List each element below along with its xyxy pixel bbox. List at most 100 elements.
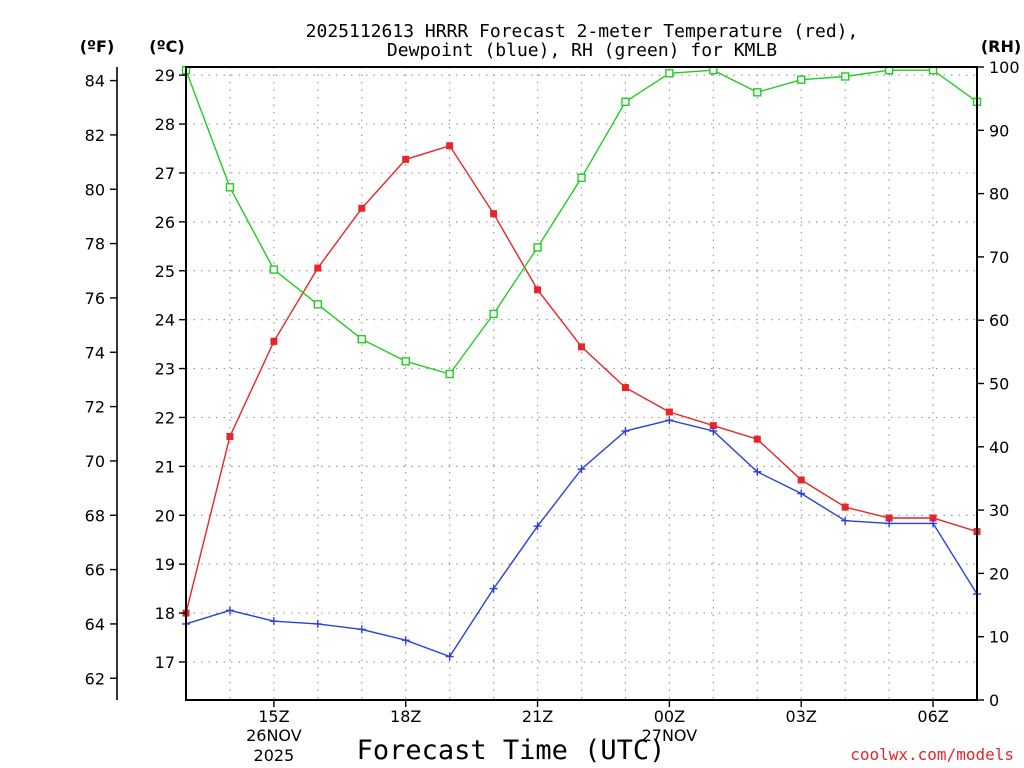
- celsius-tick-label: 20: [155, 506, 175, 525]
- fahrenheit-tick-label: 72: [85, 398, 105, 417]
- rh-axis-unit: (RH): [981, 37, 1021, 56]
- rh-point: [533, 243, 542, 252]
- dewpoint-line: [185, 419, 978, 658]
- celsius-tick-label: 24: [155, 311, 175, 330]
- rh-point: [577, 173, 586, 182]
- rh-point: [489, 309, 498, 319]
- fahrenheit-tick-label: 78: [85, 235, 105, 254]
- axes-layer: 62 64 66 68 70 72 74 76 78 80 82 84 17 18 19 20 21 22 23 24…: [85, 58, 1020, 765]
- x-tick-label: 03Z: [786, 707, 817, 726]
- rh-tick-label: 10: [989, 628, 1009, 647]
- dewpoint-point: [753, 467, 762, 476]
- fahrenheit-tick-label: 76: [85, 289, 105, 308]
- rh-point: [269, 265, 279, 274]
- rh-tick-label: 30: [989, 501, 1009, 520]
- temperature-point: [797, 476, 805, 484]
- rh-point: [753, 88, 762, 97]
- dewpoint-point: [885, 519, 894, 528]
- x-tick-label: 00Z: [654, 707, 685, 726]
- x-tick-label: 21Z: [522, 707, 553, 726]
- dewpoint-point: [445, 652, 454, 661]
- celsius-tick-label: 18: [155, 604, 175, 623]
- temperature-point: [270, 337, 278, 345]
- fahrenheit-tick-label: 80: [85, 180, 105, 199]
- temperature-point: [665, 408, 673, 416]
- rh-point: [225, 183, 235, 192]
- rh-tick-label: 80: [989, 185, 1009, 204]
- temperature-point: [929, 514, 937, 522]
- temperature-point: [841, 503, 849, 511]
- rh-point: [313, 300, 323, 309]
- dewpoint-point: [401, 636, 410, 645]
- rh-tick-label: 50: [989, 375, 1009, 394]
- rh-point: [445, 369, 454, 379]
- dewpoint-point: [621, 427, 630, 436]
- credit-link[interactable]: coolwx.com/models: [850, 745, 1014, 764]
- celsius-axis-unit: (ºC): [149, 37, 184, 56]
- dewpoint-point: [577, 465, 586, 474]
- rh-point: [797, 75, 806, 84]
- dewpoint-point: [357, 625, 366, 634]
- dewpoint-point: [225, 606, 234, 615]
- celsius-tick-label: 27: [155, 164, 175, 183]
- rh-point: [665, 69, 674, 78]
- celsius-tick-label: 25: [155, 262, 175, 281]
- x-tick-year: 2025: [254, 746, 295, 765]
- celsius-tick-label: 19: [155, 555, 175, 574]
- fahrenheit-axis-unit: (ºF): [80, 37, 115, 56]
- rh-point: [840, 72, 850, 81]
- dewpoint-point: [797, 489, 806, 498]
- temperature-point: [885, 514, 893, 522]
- rh-tick-label: 70: [989, 248, 1009, 267]
- temperature-point: [621, 384, 629, 392]
- celsius-tick-label: 23: [155, 360, 175, 379]
- x-axis-title: Forecast Time (UTC): [357, 735, 666, 766]
- dewpoint-point: [313, 619, 322, 628]
- temperature-point: [446, 142, 454, 150]
- rh-tick-label: 60: [989, 311, 1009, 330]
- dewpoint-point: [841, 516, 850, 525]
- temperature-point: [753, 435, 761, 443]
- temperature-line: [185, 144, 978, 614]
- celsius-tick-label: 22: [155, 408, 175, 427]
- dewpoint-point: [489, 584, 498, 593]
- rh-tick-label: 100: [989, 58, 1020, 77]
- temperature-point: [490, 210, 498, 218]
- x-tick-label: 18Z: [390, 707, 421, 726]
- fahrenheit-tick-label: 68: [85, 506, 105, 525]
- celsius-tick-label: 29: [155, 66, 175, 85]
- rh-point: [401, 357, 410, 366]
- dewpoint-point: [929, 519, 938, 528]
- temperature-point: [534, 286, 542, 294]
- chart-title-line1: 2025112613 HRRR Forecast 2-meter Tempera…: [306, 21, 859, 42]
- rh-point: [357, 334, 366, 344]
- temperature-point: [709, 422, 717, 430]
- rh-tick-label: 0: [989, 691, 999, 710]
- dewpoint-point: [533, 522, 542, 531]
- markers-layer: [181, 65, 982, 661]
- plot-frame: [185, 66, 978, 701]
- x-tick-label: 15Z: [258, 707, 289, 726]
- fahrenheit-tick-label: 66: [85, 561, 105, 580]
- temperature-point: [402, 155, 410, 163]
- celsius-tick-label: 21: [155, 457, 175, 476]
- x-tick-date: 27NOV: [642, 726, 698, 745]
- temperature-point: [226, 432, 234, 440]
- dewpoint-point: [269, 617, 278, 626]
- temperature-point: [578, 343, 585, 351]
- x-tick-label: 06Z: [917, 707, 948, 726]
- dewpoint-point: [709, 427, 718, 436]
- x-tick-date: 26NOV: [246, 726, 302, 745]
- temperature-point: [358, 204, 366, 212]
- grid-lines: [185, 67, 978, 700]
- fahrenheit-tick-label: 64: [85, 615, 105, 634]
- fahrenheit-tick-label: 74: [85, 343, 105, 362]
- chart-title-line2: Dewpoint (blue), RH (green) for KMLB: [387, 40, 777, 61]
- dewpoint-point: [665, 416, 674, 425]
- rh-line: [185, 69, 978, 375]
- celsius-tick-label: 17: [155, 653, 175, 672]
- rh-tick-label: 40: [989, 438, 1009, 457]
- rh-tick-label: 20: [989, 564, 1009, 583]
- fahrenheit-tick-label: 70: [85, 452, 105, 471]
